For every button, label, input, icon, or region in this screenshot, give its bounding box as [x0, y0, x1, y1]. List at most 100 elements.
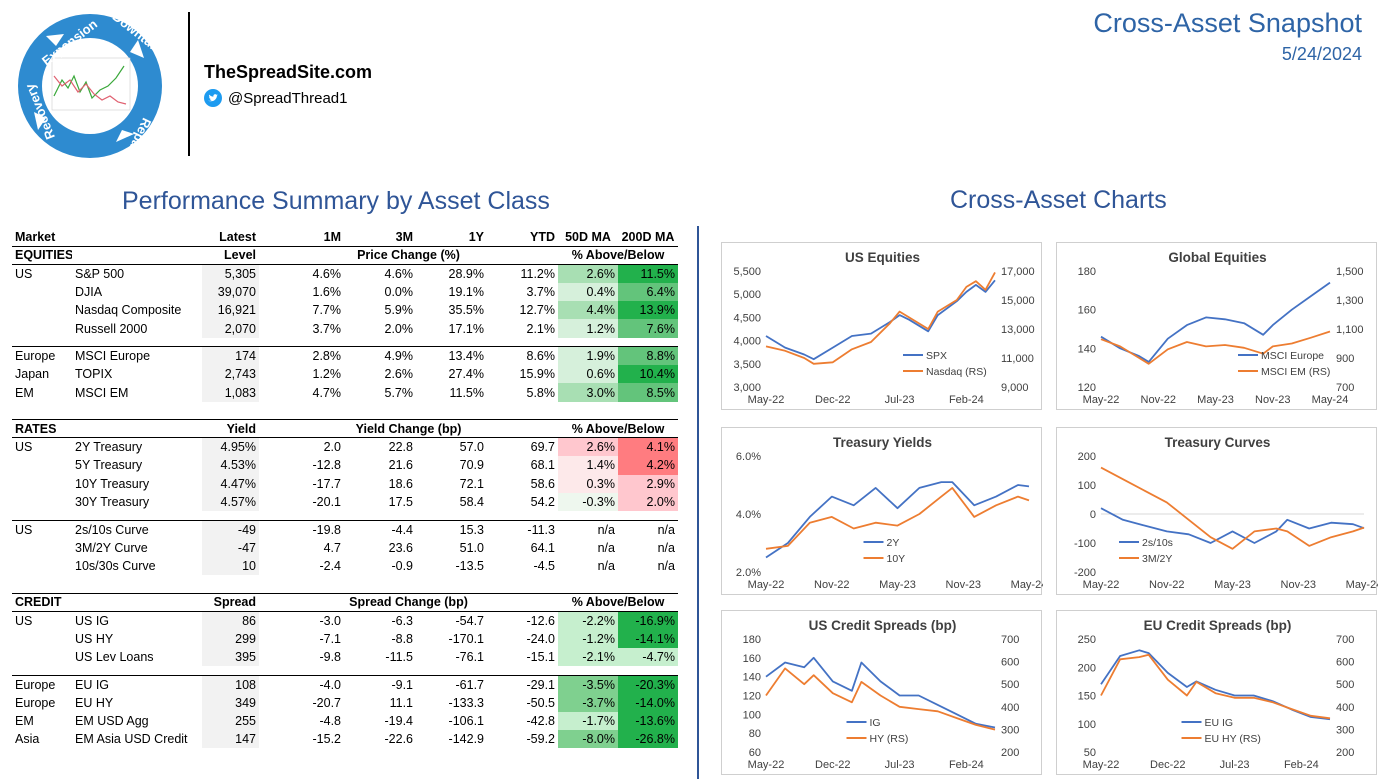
group-spacer — [12, 575, 678, 593]
table-row: Nasdaq Composite 16,921 7.7% 5.9% 35.5% 12.7%… — [12, 301, 678, 320]
change-3m-cell: -19.4 — [384, 713, 414, 728]
section-header-row: CREDIT Spread Spread Change (bp)% Above/Be… — [12, 592, 678, 612]
chart-title: EU Credit Spreads (bp) — [1144, 618, 1292, 633]
latest-cell: 86 — [202, 611, 259, 630]
chart-us-credit-spreads: US Credit Spreads (bp) 60 80 100 120 140 160 18… — [743, 618, 1020, 771]
ma200-cell: 8.8% — [618, 346, 678, 366]
latest-cell: 1,083 — [202, 383, 259, 402]
change-ytd-cell: -15.1 — [526, 650, 556, 665]
x-tick-label: May-22 — [748, 579, 785, 591]
x-tick-label: Feb-24 — [949, 759, 984, 771]
series-line-1 — [1100, 330, 1331, 365]
ma50-cell: 0.3% — [558, 474, 618, 493]
spacer-cell — [259, 511, 344, 520]
y2-tick-label: 700 — [1336, 634, 1354, 646]
asset-name-cell: 30Y Treasury — [75, 495, 150, 509]
change-ytd-cell: 3.7% — [526, 285, 556, 300]
change-3m-cell: 11.1 — [389, 695, 413, 710]
spacer-cell — [344, 666, 416, 675]
latest-cell: 349 — [202, 693, 259, 712]
change-label: Price Change (%) — [259, 246, 558, 266]
table-row: Asia EM Asia USD Credit 147 -15.2 -22.6 -142.… — [12, 730, 678, 749]
series-line-1 — [765, 271, 996, 365]
change-1m-cell: -19.8 — [259, 519, 344, 539]
y-tick-label: 160 — [1078, 305, 1096, 317]
change-1m-cell: -15.2 — [312, 732, 342, 747]
region-cell: US — [15, 266, 33, 281]
site-name[interactable]: TheSpreadSite.com — [204, 62, 373, 82]
spacer-cell — [618, 402, 678, 420]
change-3m-cell: -11.5 — [385, 650, 413, 665]
chart-us-equities: US Equities 3,000 3,500 4,000 4,500 5,000 5,50… — [733, 250, 1034, 406]
spacer-cell — [72, 575, 202, 593]
series-line-1 — [1100, 653, 1331, 720]
spacer-cell — [72, 666, 202, 675]
column-header — [72, 228, 202, 247]
asset-name-cell: DJIA — [75, 285, 103, 300]
change-ytd-cell: -50.5 — [526, 695, 556, 710]
region-cell: Europe — [15, 695, 56, 710]
table-row: US HY 299 -7.1 -8.8 -170.1 -24.0 -1.2% -14.1% — [12, 629, 678, 648]
latest-cell: 10 — [202, 556, 259, 576]
x-tick-label: May-24 — [1346, 579, 1378, 591]
spacer-cell — [487, 402, 558, 420]
ma200-cell: 4.2% — [618, 456, 678, 475]
group-spacer — [12, 402, 678, 420]
y-tick-label: 180 — [1078, 266, 1096, 278]
asset-name-cell: US IG — [75, 613, 110, 628]
region-cell: EM — [15, 713, 34, 728]
chart-title: Global Equities — [1168, 250, 1266, 265]
change-3m-cell: 21.6 — [388, 458, 413, 473]
section-label: RATES — [12, 419, 72, 439]
change-1y-cell: 11.5% — [449, 385, 484, 400]
row-spacer — [12, 338, 678, 347]
chart-panel-us-credit-spreads: US Credit Spreads (bp) 60 80 100 120 140 160 18… — [721, 610, 1042, 775]
latest-cell: 2,743 — [202, 365, 259, 384]
y-tick-label: 150 — [1078, 691, 1096, 703]
y-tick-label: 200 — [1078, 662, 1096, 674]
column-header: YTD — [487, 228, 558, 247]
y2-tick-label: 1,100 — [1336, 324, 1364, 336]
region-cell — [12, 475, 72, 493]
column-header: Latest — [202, 228, 259, 247]
legend-label: EU HY (RS) — [1205, 733, 1261, 745]
y-tick-label: 120 — [1078, 382, 1096, 394]
asset-name-cell: US HY — [75, 631, 114, 646]
twitter-link[interactable]: @SpreadThread1 — [204, 89, 347, 107]
asset-name-cell: 2Y Treasury — [75, 440, 143, 455]
ma50-cell: -1.2% — [558, 629, 618, 648]
legend-label: IG — [870, 717, 881, 729]
ma50-cell: -1.7% — [558, 711, 618, 731]
spacer-cell — [487, 338, 558, 347]
table-row: 10s/30s Curve 10 -2.4 -0.9 -13.5 -4.5 n/a n/a — [12, 556, 678, 576]
table-row: US S&P 500 5,305 4.6% 4.6% 28.9% 11.2% 2.6% 11.5… — [12, 264, 678, 283]
spacer-cell — [344, 402, 416, 420]
table-row: Europe MSCI Europe 174 2.8% 4.9% 13.4% 8.6% 1.9… — [12, 346, 678, 366]
spacer-cell — [558, 402, 618, 420]
y-tick-label: 100 — [743, 709, 761, 721]
header-divider — [188, 12, 190, 156]
asset-name-cell: US Lev Loans — [75, 650, 154, 665]
change-ytd-cell: -11.3 — [487, 519, 558, 539]
chart-panel-eu-credit-spreads: EU Credit Spreads (bp) 50 100 150 200 250 200 3… — [1056, 610, 1377, 775]
chart-eu-credit-spreads: EU Credit Spreads (bp) 50 100 150 200 250 200 3… — [1078, 618, 1355, 771]
x-tick-label: Nov-23 — [1281, 579, 1316, 591]
column-header: Market — [12, 228, 72, 247]
y-tick-label: -200 — [1074, 567, 1096, 579]
twitter-icon — [204, 89, 222, 107]
change-3m-cell: -9.1 — [344, 674, 416, 694]
table-row: Europe EU HY 349 -20.7 11.1 -133.3 -50.5 -3.7% -… — [12, 693, 678, 712]
ma50-cell: -2.2% — [558, 611, 618, 630]
change-1y-cell: 35.5% — [448, 303, 484, 318]
series-line-1 — [765, 667, 996, 731]
spacer-cell — [259, 666, 344, 675]
change-1m-cell: -9.8 — [319, 650, 341, 665]
ma200-cell: 7.6% — [618, 319, 678, 338]
y2-tick-label: 500 — [1001, 679, 1019, 691]
legend-label: 2s/10s — [1142, 537, 1173, 549]
ma200-cell: -14.1% — [618, 629, 678, 648]
change-1m-cell: -2.4 — [319, 558, 341, 573]
change-1m-cell: -4.8 — [319, 713, 341, 728]
change-ytd-cell: 64.1 — [530, 540, 555, 555]
series-line-0 — [1100, 507, 1365, 544]
